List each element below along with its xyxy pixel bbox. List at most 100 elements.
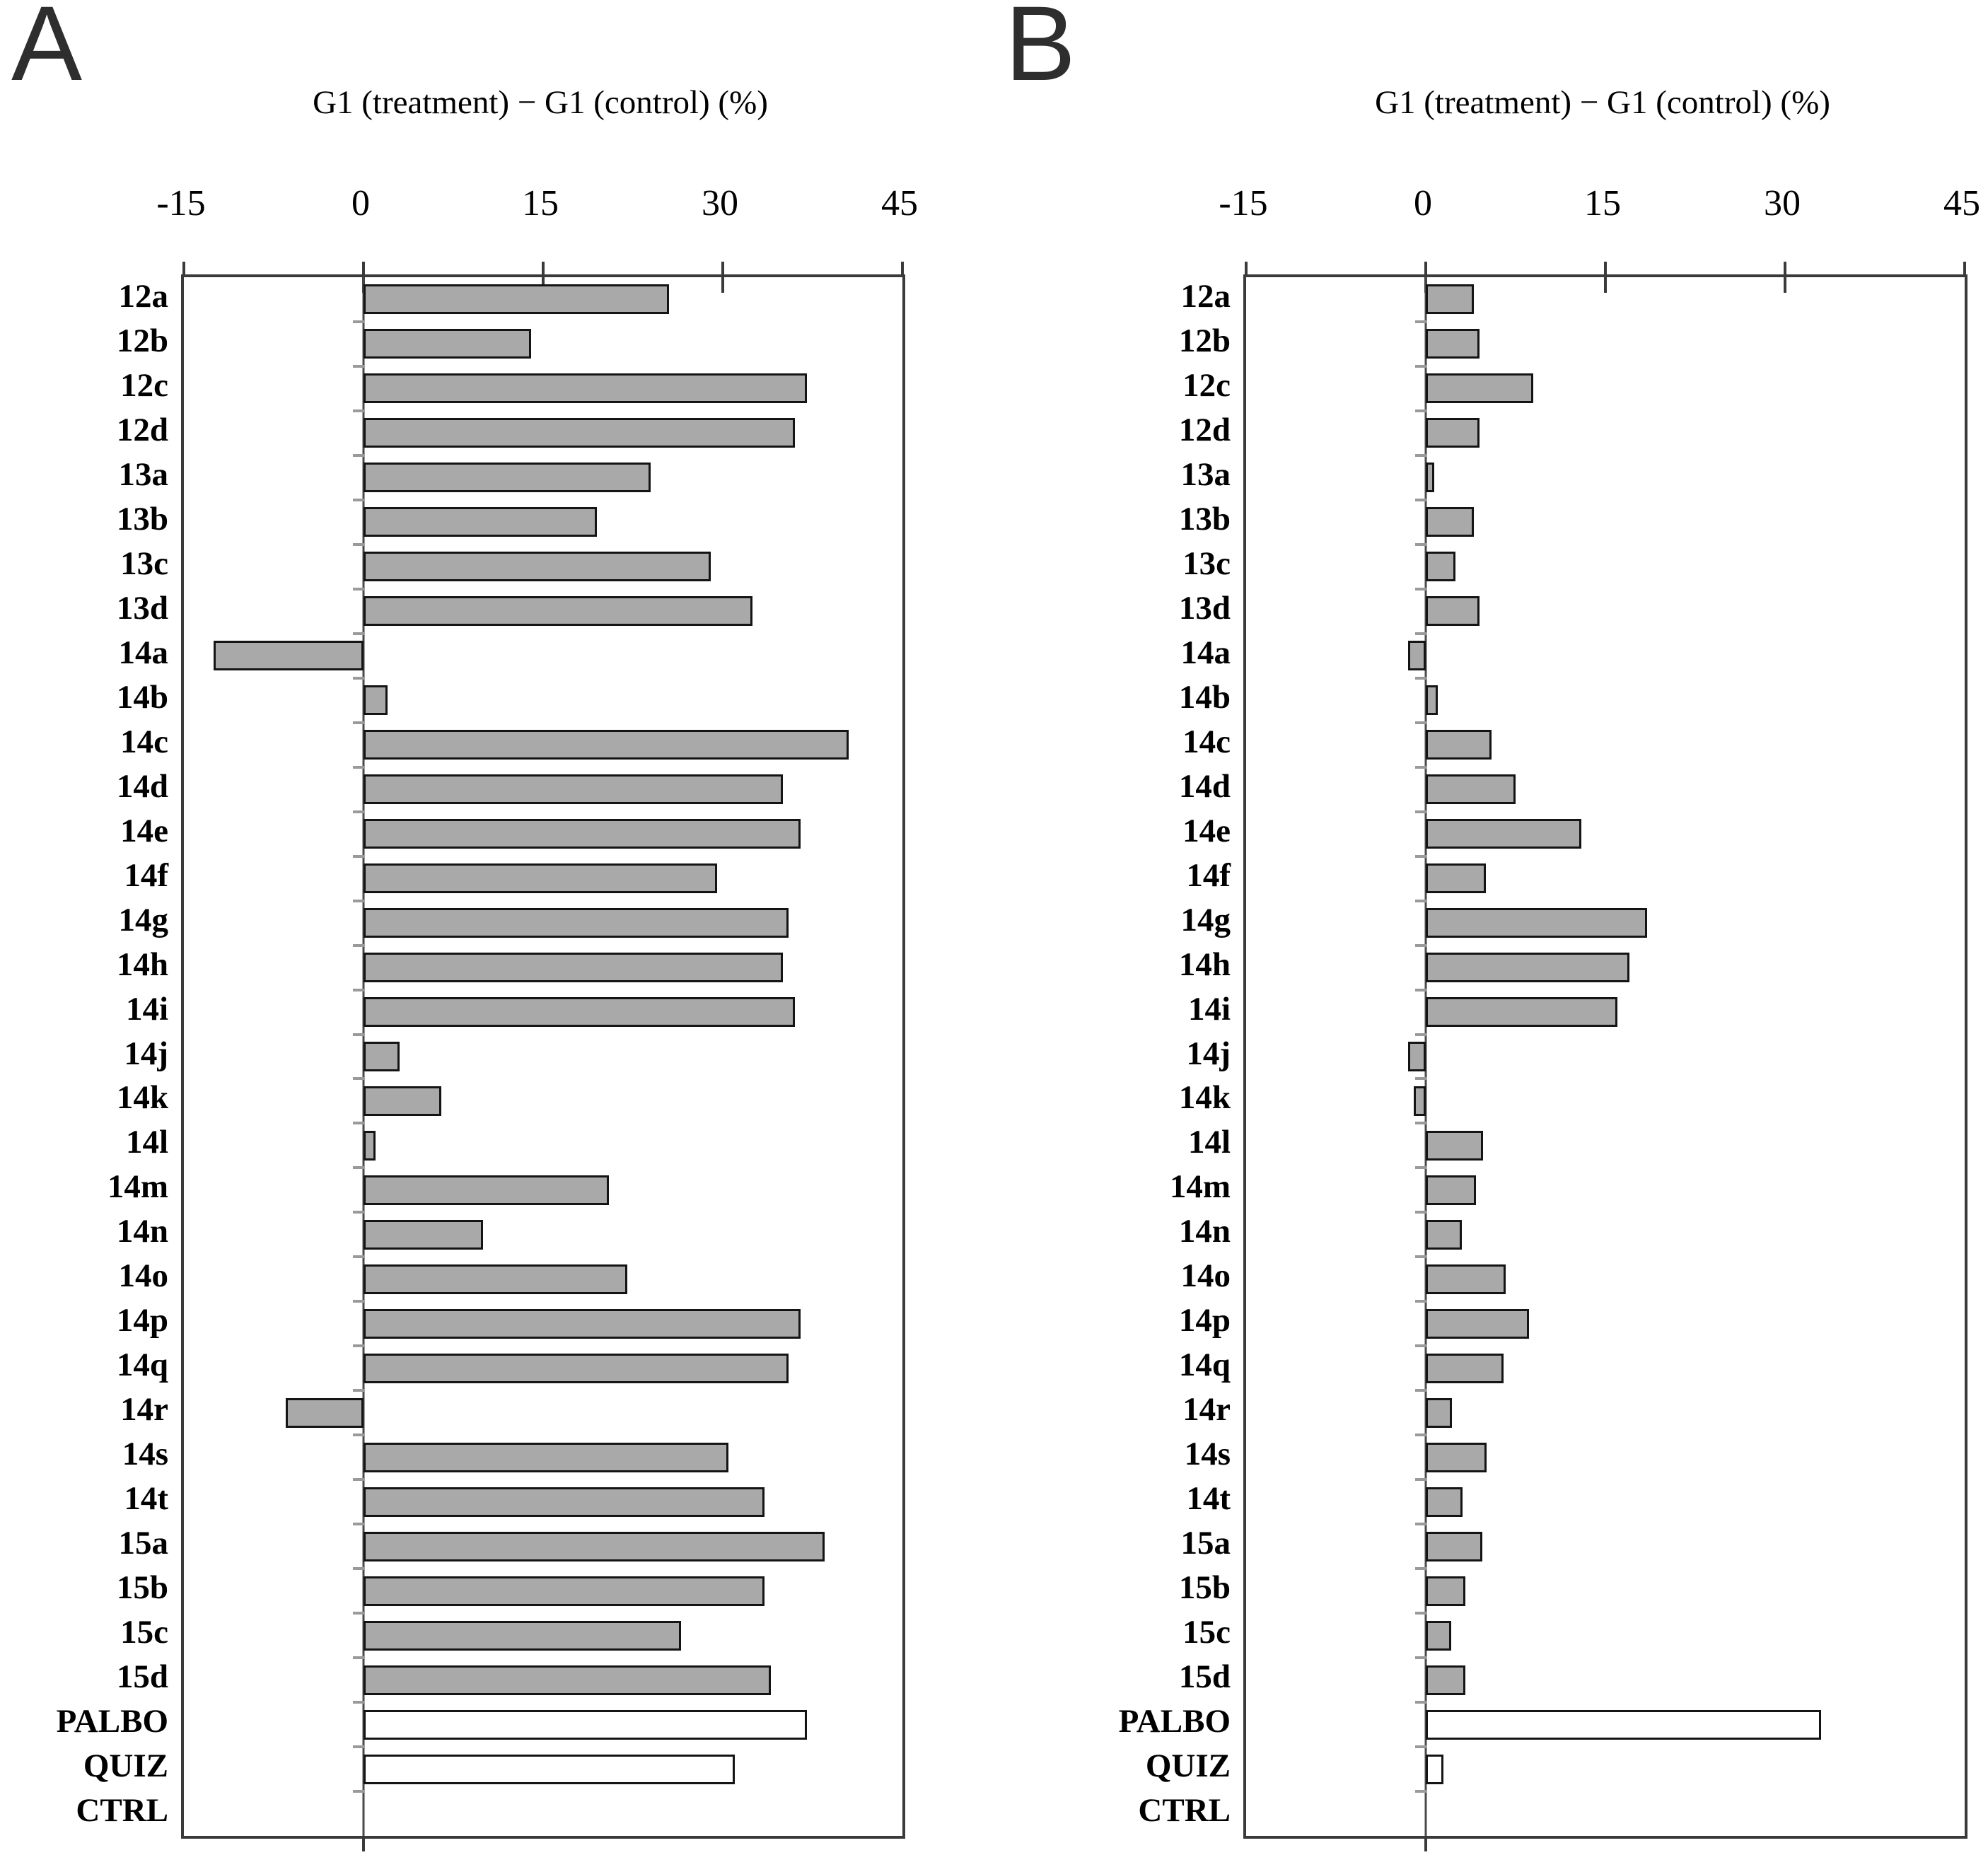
category-tick-mark <box>353 364 364 368</box>
bar-14t <box>364 1487 765 1517</box>
row-label-14h: 14h <box>116 946 168 983</box>
bar-12b <box>364 329 532 359</box>
panel-b-letter: B <box>1005 0 1076 103</box>
bar-palbo <box>364 1709 807 1740</box>
category-tick-mark <box>1415 1033 1426 1036</box>
panel-a-title: G1 (treatment) − G1 (control) (%) <box>313 84 768 121</box>
category-tick-mark <box>353 1478 364 1482</box>
row-label-14g: 14g <box>1180 901 1231 938</box>
category-tick-mark <box>353 1523 364 1526</box>
category-tick-mark <box>1415 1344 1426 1348</box>
row-label-13b: 13b <box>116 500 168 537</box>
category-tick-mark <box>1415 810 1426 813</box>
row-label-14j: 14j <box>1186 1035 1231 1072</box>
bar-15a <box>364 1531 825 1561</box>
bar-15b <box>1426 1576 1465 1606</box>
category-tick-mark <box>353 899 364 902</box>
x-axis-tick-mark <box>1604 262 1607 274</box>
bar-14t <box>1426 1487 1463 1517</box>
row-label-13a: 13a <box>1180 455 1231 493</box>
category-tick-mark <box>1415 409 1426 412</box>
category-tick-mark <box>1415 765 1426 769</box>
row-label-14d: 14d <box>1178 767 1231 805</box>
bar-13b <box>364 507 598 537</box>
category-tick-mark <box>353 854 364 858</box>
x-axis-tick-mark <box>1424 262 1427 274</box>
row-label-14a: 14a <box>1180 634 1231 671</box>
row-label-14a: 14a <box>118 634 169 671</box>
row-label-13d: 13d <box>116 589 168 627</box>
category-tick-mark <box>353 1166 364 1170</box>
row-label-14k: 14k <box>1178 1079 1231 1117</box>
row-label-14t: 14t <box>1186 1480 1231 1518</box>
bar-14g <box>364 908 789 938</box>
category-tick-mark <box>1415 320 1426 323</box>
row-label-14c: 14c <box>1182 723 1231 760</box>
category-tick-mark <box>353 320 364 323</box>
category-tick-mark <box>1415 453 1426 457</box>
bar-14b <box>1426 685 1438 716</box>
bar-palbo <box>1426 1709 1821 1740</box>
row-label-14g: 14g <box>118 901 169 938</box>
category-tick-mark <box>1415 1211 1426 1214</box>
bar-14f <box>364 863 717 894</box>
row-label-14f: 14f <box>1186 856 1231 894</box>
category-tick-mark <box>1415 1701 1426 1704</box>
category-tick-mark <box>1415 498 1426 501</box>
panel-b-title: G1 (treatment) − G1 (control) (%) <box>1375 84 1830 121</box>
category-tick-mark <box>1415 1567 1426 1571</box>
category-tick-mark <box>353 1033 364 1036</box>
bar-quiz <box>364 1754 735 1784</box>
bar-13d <box>364 596 753 627</box>
bar-15d <box>1426 1665 1465 1695</box>
category-tick-mark <box>353 632 364 635</box>
bar-12d <box>364 418 795 448</box>
row-label-14o: 14o <box>1180 1257 1231 1295</box>
category-tick-mark <box>353 409 364 412</box>
row-label-14m: 14m <box>1169 1168 1231 1206</box>
category-tick-mark <box>1415 364 1426 368</box>
x-axis-tick-label: 45 <box>881 183 918 223</box>
bar-14p <box>364 1308 801 1339</box>
category-tick-mark <box>1415 1612 1426 1615</box>
bar-14m <box>364 1175 610 1205</box>
category-tick-mark <box>1415 1077 1426 1081</box>
row-label-14b: 14b <box>116 678 168 716</box>
x-axis-bottom-tick-mark <box>1424 1839 1427 1851</box>
row-label-15b: 15b <box>1178 1569 1231 1607</box>
bar-14j <box>364 1042 400 1071</box>
bar-13a <box>364 463 651 493</box>
row-label-12b: 12b <box>116 322 168 359</box>
panel-a-plot <box>181 262 905 1851</box>
row-label-12c: 12c <box>1182 366 1231 404</box>
row-label-14p: 14p <box>116 1302 168 1339</box>
row-label-14l: 14l <box>125 1124 168 1161</box>
category-tick-mark <box>353 676 364 680</box>
x-axis-tick-label: 30 <box>702 183 738 223</box>
category-tick-mark <box>353 765 364 769</box>
panel-b-row-labels: 12a 12b 12c 12d 13a 13b 13c 13d 14a 14b 14c 14d 14e 1… <box>994 274 1231 1833</box>
category-tick-mark <box>353 721 364 724</box>
panel-b-axis-tick-labels: -15 0 15 30 45 <box>1219 182 1980 232</box>
bar-15d <box>364 1665 771 1695</box>
bar-14l <box>1426 1130 1484 1161</box>
bar-14g <box>1426 908 1648 938</box>
row-label-12d: 12d <box>116 411 168 448</box>
x-axis-bottom-tick-mark <box>362 1839 365 1851</box>
row-label-14p: 14p <box>1178 1302 1231 1339</box>
category-tick-mark <box>353 1701 364 1704</box>
row-label-14q: 14q <box>1178 1347 1231 1384</box>
bar-12a <box>1426 284 1474 315</box>
bar-quiz <box>1426 1754 1444 1784</box>
bar-14a <box>214 641 364 671</box>
bar-14r <box>1426 1397 1453 1428</box>
row-label-15c: 15c <box>1182 1614 1231 1651</box>
bar-15c <box>1426 1620 1451 1651</box>
bar-15c <box>364 1620 681 1651</box>
x-axis-tick-label: 0 <box>1414 183 1432 223</box>
category-tick-mark <box>353 542 364 546</box>
category-tick-mark <box>353 1077 364 1081</box>
bar-14b <box>364 685 388 716</box>
x-axis-tick-label: 0 <box>351 183 370 223</box>
row-label-14n: 14n <box>1178 1213 1231 1250</box>
